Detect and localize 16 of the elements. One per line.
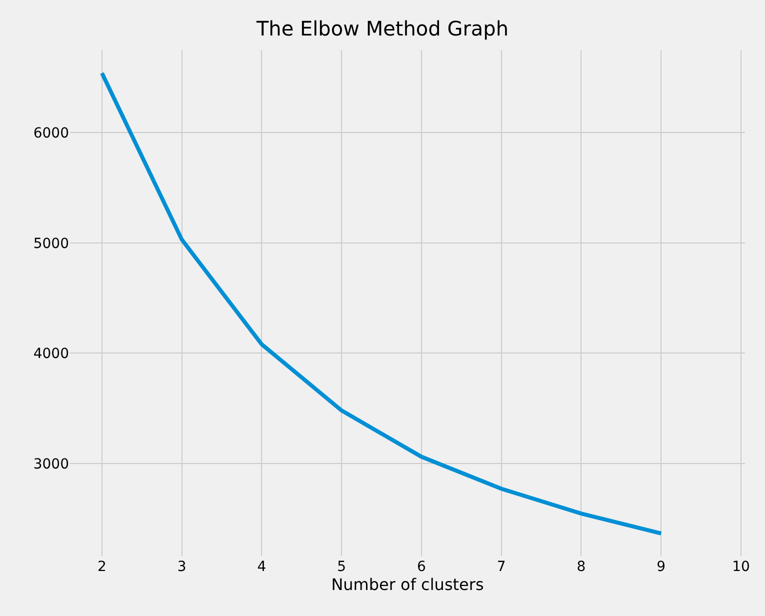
x-tick-label: 3 bbox=[177, 559, 186, 575]
chart-title: The Elbow Method Graph bbox=[255, 16, 509, 41]
x-tick-label: 4 bbox=[257, 559, 266, 575]
line-series bbox=[100, 71, 664, 536]
x-tick-label: 5 bbox=[337, 559, 346, 575]
y-tick-label: 5000 bbox=[33, 236, 69, 252]
y-tick-label: 4000 bbox=[33, 346, 69, 362]
x-tick-label: 7 bbox=[496, 559, 506, 575]
x-axis-title: Number of clusters bbox=[331, 575, 484, 594]
x-tick-label: 6 bbox=[417, 559, 426, 575]
x-tick-label: 8 bbox=[576, 559, 586, 575]
x-tick-label: 9 bbox=[656, 559, 666, 575]
y-tick-label: 3000 bbox=[33, 456, 69, 472]
x-tick-label: 2 bbox=[97, 559, 106, 575]
x-tick-label: 10 bbox=[732, 559, 750, 575]
y-tick-label: 6000 bbox=[33, 126, 69, 142]
